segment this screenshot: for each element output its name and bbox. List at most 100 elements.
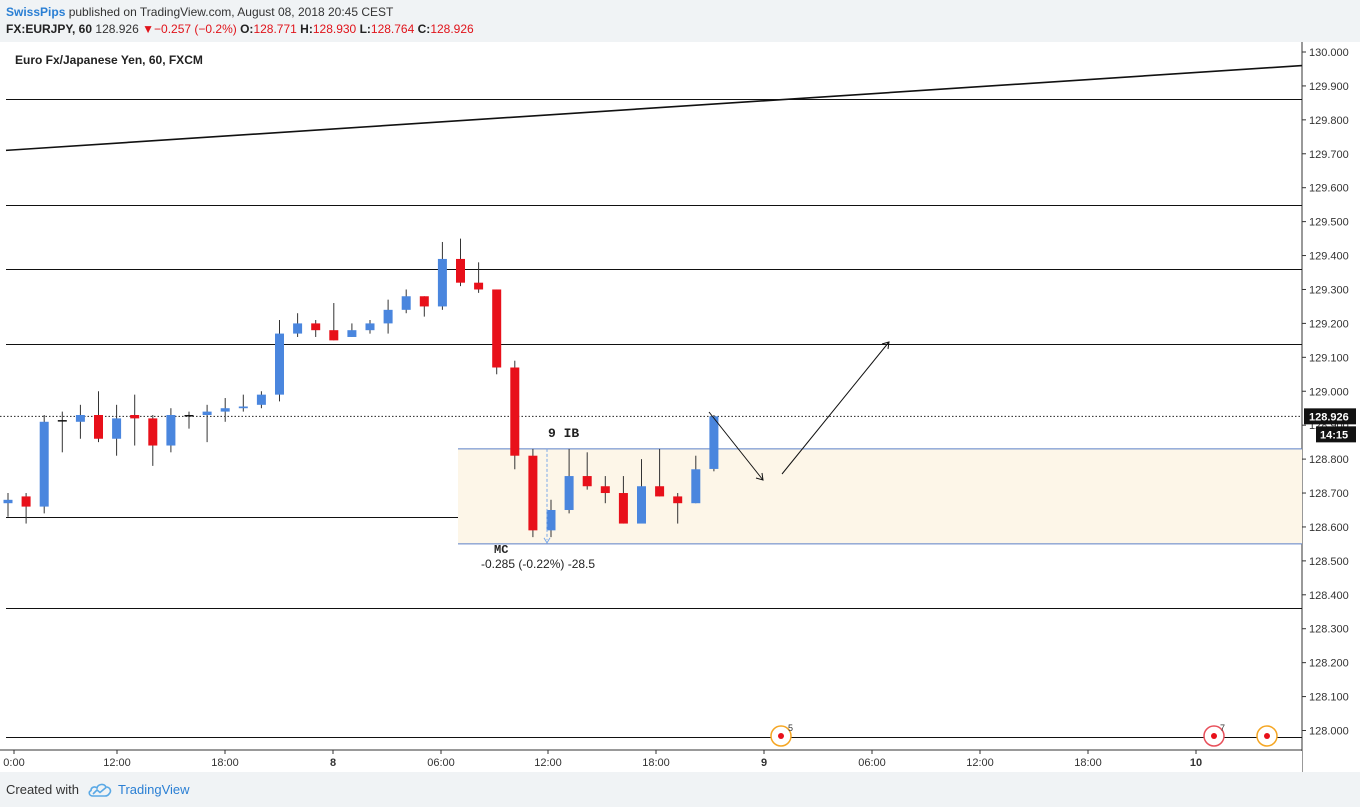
price-chart[interactable]: Euro Fx/Japanese Yen, 60, FXCM 9 IB MC-0.… [0, 42, 1360, 772]
price-tick-label: 129.000 [1309, 386, 1349, 398]
ib-zone-rectangle[interactable] [458, 448, 1302, 544]
candle-down[interactable] [456, 258, 465, 283]
tradingview-cloud-icon[interactable] [87, 781, 113, 799]
time-tick-label: 10 [1190, 757, 1202, 769]
candle-up[interactable] [564, 476, 574, 510]
candle-down[interactable] [655, 486, 665, 497]
candle-up[interactable] [256, 394, 266, 405]
last-price-badge-label: 128.926 [1309, 411, 1349, 423]
time-tick-label: 18:00 [642, 757, 670, 769]
event-count-label: 5 [788, 723, 793, 733]
economic-event-dot [778, 733, 784, 739]
tradingview-link[interactable]: TradingView [118, 782, 190, 797]
candle-up[interactable] [546, 509, 556, 531]
chart-header: SwissPips published on TradingView.com, … [0, 0, 1360, 42]
chart-plot-area[interactable] [0, 42, 1302, 772]
price-tick-label: 128.100 [1309, 692, 1349, 704]
event-count-label: 7 [1220, 723, 1225, 733]
high-label: H: [300, 22, 313, 36]
candle-down[interactable] [21, 496, 31, 507]
candle-down[interactable] [528, 455, 538, 531]
last-price-badge [1304, 408, 1356, 425]
publish-info: SwissPips published on TradingView.com, … [6, 5, 393, 19]
candle-down[interactable] [311, 323, 321, 331]
candle-up[interactable] [365, 323, 375, 331]
low-value: 128.764 [370, 22, 415, 36]
candle-up[interactable] [75, 414, 85, 422]
candle-up[interactable] [691, 469, 701, 504]
time-tick-label: 18:00 [211, 757, 239, 769]
trendline[interactable] [5, 64, 1303, 152]
price-axis[interactable] [1302, 42, 1360, 772]
candle-up[interactable] [166, 414, 176, 446]
candle-up[interactable] [401, 296, 411, 310]
price-tick-label: 128.700 [1309, 488, 1349, 500]
candle-up[interactable] [347, 330, 357, 337]
open-label: O: [240, 22, 254, 36]
price-tick-label: 129.600 [1309, 183, 1349, 195]
candle-down[interactable] [492, 289, 502, 368]
price-tick-label: 129.400 [1309, 251, 1349, 263]
time-tick-label: 12:00 [966, 757, 994, 769]
time-tick-label: 06:00 [858, 757, 886, 769]
published-text: published on TradingView.com, August 08,… [65, 5, 394, 19]
price-tick-label: 128.600 [1309, 522, 1349, 534]
countdown-label: 14:15 [1320, 429, 1348, 441]
candle-up[interactable] [437, 258, 447, 307]
projection-arrow-down[interactable] [708, 411, 764, 481]
candle-down[interactable] [130, 414, 140, 419]
change-down-icon: ▼ [142, 22, 155, 36]
candle-label: MC [494, 543, 508, 557]
publisher-name[interactable]: SwissPips [6, 5, 66, 19]
candle-up[interactable] [637, 486, 646, 524]
chart-title: Euro Fx/Japanese Yen, 60, FXCM [15, 53, 203, 67]
open-value: 128.771 [253, 22, 297, 36]
candle-down[interactable] [600, 486, 610, 494]
price-tick-label: 128.500 [1309, 556, 1349, 568]
price-tick-label: 130.000 [1309, 47, 1349, 59]
created-with-label: Created with [6, 782, 79, 797]
candle-down[interactable] [94, 414, 103, 439]
price-tick-label: 129.100 [1309, 352, 1349, 364]
candle-up[interactable] [39, 421, 49, 507]
price-tick-label: 129.700 [1309, 149, 1349, 161]
economic-event-dot [1211, 733, 1217, 739]
projection-arrow-up[interactable] [781, 341, 890, 475]
zone-label: 9 IB [548, 426, 579, 441]
price-tick-label: 129.500 [1309, 217, 1349, 229]
candle-up[interactable] [709, 416, 719, 469]
time-tick-label: 18:00 [1074, 757, 1102, 769]
candle-down[interactable] [510, 367, 520, 456]
measure-label: -0.285 (-0.22%) -28.5 [481, 557, 595, 571]
candle-up[interactable] [238, 406, 248, 409]
candle-down[interactable] [582, 476, 592, 487]
close-label: C: [417, 22, 431, 36]
countdown-badge [1316, 426, 1356, 443]
candle-down[interactable] [419, 296, 429, 307]
candle-up[interactable] [184, 414, 194, 417]
price-tick-label: 128.300 [1309, 624, 1349, 636]
price-tick-label: 129.800 [1309, 115, 1349, 127]
candle-down[interactable] [618, 493, 628, 524]
last-price: 128.926 [95, 22, 139, 36]
candle-up[interactable] [112, 418, 122, 439]
candle-up[interactable] [275, 333, 284, 395]
candle-up[interactable] [202, 411, 212, 415]
price-tick-label: 128.400 [1309, 590, 1349, 602]
candle-up[interactable] [383, 309, 393, 324]
candle-down[interactable] [673, 496, 683, 504]
low-label: L: [359, 22, 371, 36]
candle-down[interactable] [474, 282, 484, 290]
high-value: 128.930 [312, 22, 357, 36]
candle-up[interactable] [3, 499, 13, 504]
time-axis[interactable] [0, 751, 1302, 772]
change-value: −0.257 (−0.2%) [154, 22, 237, 36]
candle-up[interactable] [293, 323, 303, 334]
candle-up[interactable] [57, 420, 67, 422]
candle-up[interactable] [220, 408, 230, 412]
time-tick-label: 0:00 [3, 757, 24, 769]
candle-down[interactable] [148, 418, 158, 446]
arrow-head [755, 472, 764, 481]
close-value: 128.926 [430, 22, 474, 36]
candle-down[interactable] [329, 330, 339, 341]
